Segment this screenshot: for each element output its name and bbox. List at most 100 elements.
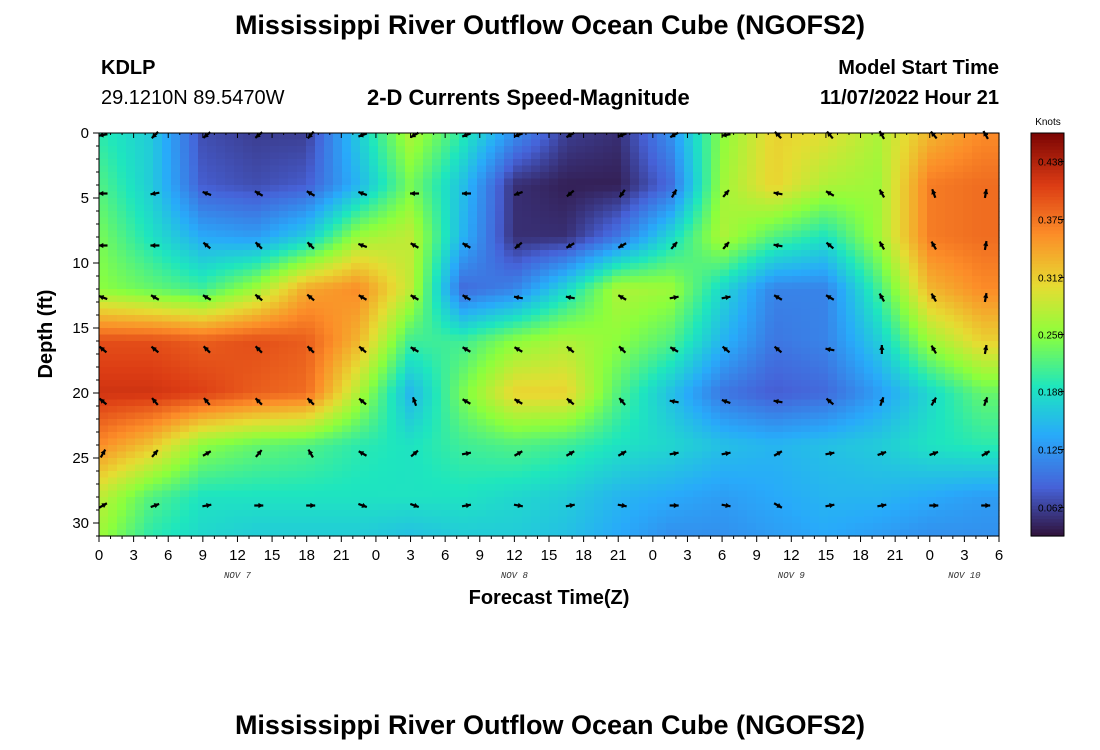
heat-cell — [729, 172, 739, 180]
heat-cell — [252, 282, 262, 290]
heat-cell — [396, 393, 406, 401]
heat-cell — [927, 269, 937, 277]
heat-cell — [450, 178, 460, 186]
heat-cell — [603, 380, 613, 388]
heat-cell — [387, 341, 397, 349]
heat-cell — [657, 165, 667, 173]
heat-cell — [702, 386, 712, 394]
heat-cell — [891, 217, 901, 225]
heat-cell — [810, 211, 820, 219]
heat-cell — [846, 276, 856, 284]
heat-cell — [666, 172, 676, 180]
heat-cell — [477, 341, 487, 349]
heat-cell — [261, 419, 271, 427]
heat-cell — [162, 386, 172, 394]
heat-cell — [693, 341, 703, 349]
heat-cell — [279, 406, 289, 414]
heat-cell — [738, 250, 748, 258]
heat-cell — [477, 412, 487, 420]
heat-cell — [414, 133, 424, 141]
heat-cell — [612, 354, 622, 362]
heat-cell — [333, 276, 343, 284]
heat-cell — [873, 282, 883, 290]
heat-cell — [765, 328, 775, 336]
heat-cell — [324, 159, 334, 167]
heat-cell — [333, 406, 343, 414]
heat-cell — [756, 425, 766, 433]
heat-cell — [783, 191, 793, 199]
heat-cell — [252, 204, 262, 212]
heat-cell — [972, 380, 982, 388]
heat-cell — [189, 308, 199, 316]
heat-cell — [378, 380, 388, 388]
heat-cell — [882, 373, 892, 381]
heat-cell — [315, 419, 325, 427]
heat-cell — [216, 263, 226, 271]
heat-cell — [666, 432, 676, 440]
heat-cell — [198, 224, 208, 232]
heat-cell — [639, 282, 649, 290]
heat-cell — [180, 425, 190, 433]
heat-cell — [990, 393, 1000, 401]
heat-cell — [954, 380, 964, 388]
heat-cell — [756, 328, 766, 336]
heat-cell — [315, 139, 325, 147]
heat-cell — [504, 211, 514, 219]
heat-cell — [756, 178, 766, 186]
heat-cell — [459, 406, 469, 414]
heat-cell — [108, 360, 118, 368]
heat-cell — [747, 412, 757, 420]
heat-cell — [414, 237, 424, 245]
heat-cell — [576, 315, 586, 323]
heat-cell — [954, 133, 964, 141]
heat-cell — [990, 243, 1000, 251]
heat-cell — [594, 419, 604, 427]
heat-cell — [864, 152, 874, 160]
heat-cell — [522, 438, 532, 446]
heat-cell — [837, 256, 847, 264]
heat-cell — [414, 425, 424, 433]
heat-cell — [459, 276, 469, 284]
heat-cell — [621, 373, 631, 381]
heat-cell — [441, 191, 451, 199]
heat-cell — [558, 185, 568, 193]
heat-cell — [540, 191, 550, 199]
heat-cell — [837, 185, 847, 193]
heat-cell — [243, 133, 253, 141]
heat-cell — [909, 367, 919, 375]
heat-cell — [225, 321, 235, 329]
heat-cell — [108, 445, 118, 453]
heat-cell — [738, 438, 748, 446]
heat-cell — [864, 276, 874, 284]
heat-cell — [351, 386, 361, 394]
heat-cell — [477, 393, 487, 401]
heat-cell — [531, 341, 541, 349]
heat-cell — [558, 380, 568, 388]
heat-cell — [252, 367, 262, 375]
heat-cell — [315, 191, 325, 199]
heat-cell — [756, 139, 766, 147]
heat-cell — [486, 230, 496, 238]
heat-cell — [909, 256, 919, 264]
heat-cell — [936, 308, 946, 316]
heat-cell — [981, 380, 991, 388]
heat-cell — [135, 204, 145, 212]
heat-cell — [828, 419, 838, 427]
heat-cell — [261, 302, 271, 310]
heat-cell — [837, 386, 847, 394]
heat-cell — [585, 321, 595, 329]
heat-cell — [693, 295, 703, 303]
heat-cell — [351, 204, 361, 212]
heat-cell — [369, 295, 379, 303]
heat-cell — [324, 367, 334, 375]
heat-cell — [540, 419, 550, 427]
heat-cell — [657, 399, 667, 407]
heat-cell — [675, 295, 685, 303]
heat-cell — [477, 224, 487, 232]
heat-cell — [594, 295, 604, 303]
heat-cell — [414, 321, 424, 329]
heat-cell — [621, 360, 631, 368]
heat-cell — [756, 263, 766, 271]
heat-cell — [972, 295, 982, 303]
heat-cell — [918, 191, 928, 199]
